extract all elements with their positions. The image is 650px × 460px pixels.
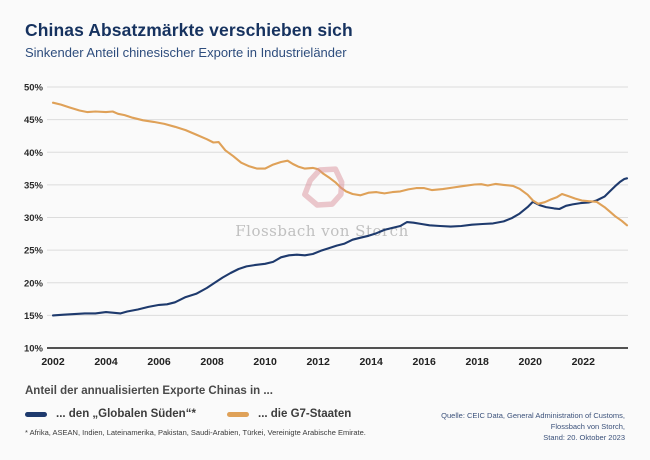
hand-drawn-circle-annotation [302, 166, 345, 208]
x-tick-label: 2008 [200, 356, 224, 368]
y-tick-label: 35% [24, 180, 44, 191]
y-tick-label: 10% [24, 344, 44, 355]
source-note: Quelle: CEIC Data, General Administratio… [441, 411, 625, 444]
x-tick-label: 2006 [147, 356, 171, 368]
series-line-g7 [51, 101, 629, 227]
series-line-global-south [51, 177, 629, 317]
y-tick-label: 30% [24, 213, 44, 224]
footnote: * Afrika, ASEAN, Indien, Lateinamerika, … [25, 428, 366, 437]
x-tick-label: 2018 [466, 356, 490, 368]
page-subtitle: Sinkender Anteil chinesischer Exporte in… [25, 45, 347, 60]
legend-item-g7: ... die G7-Staaten [227, 408, 351, 420]
x-tick-label: 2002 [41, 356, 65, 368]
x-tick-label: 2014 [359, 356, 383, 368]
x-tick-label: 2016 [412, 356, 436, 368]
x-tick-label: 2010 [253, 356, 277, 368]
header: Chinas Absatzmärkte verschieben sich Sin… [25, 20, 353, 60]
page-title: Chinas Absatzmärkte verschieben sich [25, 20, 353, 40]
g7-swatch [227, 411, 249, 417]
y-tick-label: 25% [24, 246, 44, 257]
legend-row: ... den „Globalen Süden“* ... die G7-Sta… [25, 408, 455, 424]
x-tick-label: 2012 [306, 356, 330, 368]
legend-label-g7: ... die G7-Staaten [258, 408, 352, 420]
global-south-swatch [25, 411, 47, 417]
y-tick-label: 15% [24, 311, 44, 322]
y-tick-label: 40% [24, 148, 44, 159]
legend: Anteil der annualisierten Exporte Chinas… [25, 385, 455, 424]
x-tick-label: 2004 [94, 356, 118, 368]
source-line-3: Stand: 20. Oktober 2023 [543, 432, 625, 442]
y-tick-label: 45% [24, 115, 44, 126]
legend-label-global-south: ... den „Globalen Süden“* [56, 408, 196, 420]
source-line-1: Quelle: CEIC Data, General Administratio… [441, 411, 625, 420]
x-tick-label: 2020 [519, 356, 543, 368]
legend-item-global-south: ... den „Globalen Süden“* [25, 408, 196, 420]
watermark: Flossbach von Storch [235, 222, 409, 240]
source-line-2: Flossbach von Storch, [550, 421, 625, 431]
x-tick-label: 2022 [572, 356, 596, 368]
y-tick-label: 20% [24, 278, 44, 289]
y-tick-label: 50% [24, 83, 44, 94]
legend-title: Anteil der annualisierten Exporte Chinas… [25, 385, 273, 397]
